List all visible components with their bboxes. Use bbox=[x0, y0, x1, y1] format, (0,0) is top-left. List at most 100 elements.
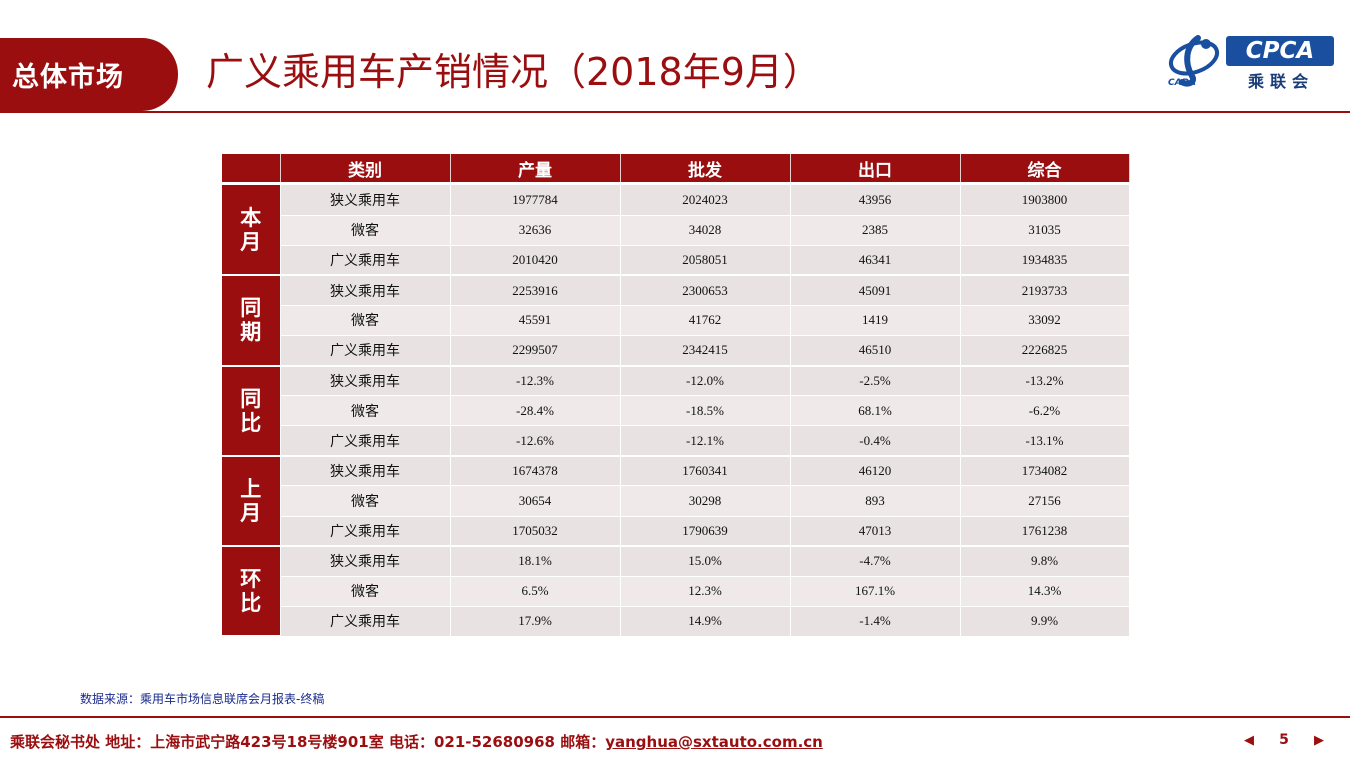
column-header: 综合 bbox=[960, 154, 1130, 182]
value-cell: -4.7% bbox=[790, 545, 961, 577]
value-cell: -13.2% bbox=[960, 364, 1130, 397]
header-divider bbox=[178, 111, 1350, 113]
value-cell: 2010420 bbox=[450, 245, 621, 276]
logo-badge: CPCA bbox=[1226, 36, 1334, 66]
category-cell: 微客 bbox=[280, 576, 451, 607]
group-label: 本月 bbox=[222, 185, 281, 277]
value-cell: 17.9% bbox=[450, 606, 621, 637]
value-cell: -12.1% bbox=[620, 425, 791, 457]
value-cell: 9.9% bbox=[960, 606, 1130, 637]
value-cell: 2299507 bbox=[450, 335, 621, 367]
category-cell: 广义乘用车 bbox=[280, 335, 451, 367]
prev-slide-icon[interactable]: ◀ bbox=[1244, 732, 1254, 748]
value-cell: 1934835 bbox=[960, 245, 1130, 276]
value-cell: 2253916 bbox=[450, 274, 621, 306]
value-cell: 1674378 bbox=[450, 454, 621, 487]
table-row: 广义乘用车 17.9% 14.9% -1.4% 9.9% bbox=[222, 606, 1130, 637]
value-cell: -12.3% bbox=[450, 364, 621, 397]
footer-contact-text: 乘联会秘书处 地址：上海市武宁路423号18号楼901室 电话：021-5268… bbox=[10, 733, 606, 751]
category-cell: 狭义乘用车 bbox=[280, 545, 451, 577]
value-cell: 2385 bbox=[790, 215, 961, 246]
value-cell: 1760341 bbox=[620, 454, 791, 487]
category-cell: 狭义乘用车 bbox=[280, 185, 451, 216]
section-label: 总体市场 bbox=[12, 62, 124, 93]
page-title: 广义乘用车产销情况（2018年9月） bbox=[206, 50, 821, 94]
value-cell: 18.1% bbox=[450, 545, 621, 577]
table-row: 广义乘用车 2010420 2058051 46341 1934835 bbox=[222, 245, 1130, 276]
value-cell: 1761238 bbox=[960, 516, 1130, 547]
table-row: 同比狭义乘用车 -12.3% -12.0% -2.5% -13.2% bbox=[222, 364, 1130, 457]
group-label: 上月 bbox=[222, 454, 281, 548]
value-cell: -13.1% bbox=[960, 425, 1130, 457]
category-cell: 微客 bbox=[280, 305, 451, 336]
category-cell: 狭义乘用车 bbox=[280, 454, 451, 487]
value-cell: 46120 bbox=[790, 454, 961, 487]
column-header: 出口 bbox=[790, 154, 961, 182]
value-cell: 46510 bbox=[790, 335, 961, 367]
category-cell: 广义乘用车 bbox=[280, 245, 451, 276]
footer-contact: 乘联会秘书处 地址：上海市武宁路423号18号楼901室 电话：021-5268… bbox=[10, 731, 823, 752]
value-cell: -12.0% bbox=[620, 364, 791, 397]
table-row: 微客 45591 41762 1419 33092 bbox=[222, 305, 1130, 336]
value-cell: 46341 bbox=[790, 245, 961, 276]
category-cell: 狭义乘用车 bbox=[280, 274, 451, 306]
value-cell: 43956 bbox=[790, 185, 961, 216]
footer-email-link[interactable]: yanghua@sxtauto.com.cn bbox=[605, 733, 823, 751]
logo-sub-text: CADA bbox=[1168, 78, 1197, 88]
value-cell: -2.5% bbox=[790, 364, 961, 397]
value-cell: 32636 bbox=[450, 215, 621, 246]
value-cell: -18.5% bbox=[620, 395, 791, 427]
header-divider-left bbox=[0, 111, 178, 113]
value-cell: 30654 bbox=[450, 485, 621, 517]
next-slide-icon[interactable]: ▶ bbox=[1314, 732, 1324, 748]
value-cell: 2024023 bbox=[620, 185, 791, 216]
page-number: 5 bbox=[1279, 732, 1289, 748]
value-cell: -28.4% bbox=[450, 395, 621, 427]
value-cell: 2226825 bbox=[960, 335, 1130, 367]
category-cell: 广义乘用车 bbox=[280, 516, 451, 547]
value-cell: 1977784 bbox=[450, 185, 621, 216]
value-cell: 2193733 bbox=[960, 274, 1130, 306]
value-cell: 45591 bbox=[450, 305, 621, 336]
slide-navigation: ◀ 5 ▶ bbox=[1244, 730, 1324, 750]
table-body: 本月狭义乘用车 1977784 2024023 43956 1903800 微客 32636… bbox=[222, 185, 1130, 638]
category-cell: 微客 bbox=[280, 395, 451, 427]
value-cell: 33092 bbox=[960, 305, 1130, 336]
value-cell: 2300653 bbox=[620, 274, 791, 306]
value-cell: 47013 bbox=[790, 516, 961, 547]
group-label: 同期 bbox=[222, 274, 281, 367]
value-cell: 41762 bbox=[620, 305, 791, 336]
table-row: 微客 32636 34028 2385 31035 bbox=[222, 215, 1130, 246]
value-cell: 2342415 bbox=[620, 335, 791, 367]
value-cell: 9.8% bbox=[960, 545, 1130, 577]
value-cell: 12.3% bbox=[620, 576, 791, 607]
value-cell: -0.4% bbox=[790, 425, 961, 457]
column-header: 产量 bbox=[450, 154, 621, 182]
value-cell: 31035 bbox=[960, 215, 1130, 246]
category-cell: 广义乘用车 bbox=[280, 425, 451, 457]
cpca-logo: CPCA 乘联会 CADA bbox=[1166, 30, 1341, 96]
production-sales-table: 类别 产量 批发 出口 综合 本月狭义乘用车 1977784 2024023 4395… bbox=[222, 154, 1130, 638]
value-cell: -1.4% bbox=[790, 606, 961, 637]
table-row: 微客 6.5% 12.3% 167.1% 14.3% bbox=[222, 576, 1130, 607]
table-row: 上月狭义乘用车 1674378 1760341 46120 1734082 bbox=[222, 454, 1130, 548]
value-cell: 2058051 bbox=[620, 245, 791, 276]
header-corner bbox=[222, 154, 281, 182]
group-label: 环比 bbox=[222, 545, 281, 638]
value-cell: 1734082 bbox=[960, 454, 1130, 487]
value-cell: 45091 bbox=[790, 274, 961, 306]
table-row: 环比狭义乘用车 18.1% 15.0% -4.7% 9.8% bbox=[222, 545, 1130, 638]
category-cell: 微客 bbox=[280, 215, 451, 246]
value-cell: 68.1% bbox=[790, 395, 961, 427]
table-header-row: 类别 产量 批发 出口 综合 bbox=[222, 154, 1130, 182]
category-cell: 广义乘用车 bbox=[280, 606, 451, 637]
value-cell: 6.5% bbox=[450, 576, 621, 607]
column-header: 类别 bbox=[280, 154, 451, 182]
value-cell: 27156 bbox=[960, 485, 1130, 517]
table-row: 同期狭义乘用车 2253916 2300653 45091 2193733 bbox=[222, 274, 1130, 367]
table-row: 广义乘用车 2299507 2342415 46510 2226825 bbox=[222, 335, 1130, 367]
value-cell: 893 bbox=[790, 485, 961, 517]
value-cell: 30298 bbox=[620, 485, 791, 517]
group-label: 同比 bbox=[222, 364, 281, 457]
value-cell: 167.1% bbox=[790, 576, 961, 607]
